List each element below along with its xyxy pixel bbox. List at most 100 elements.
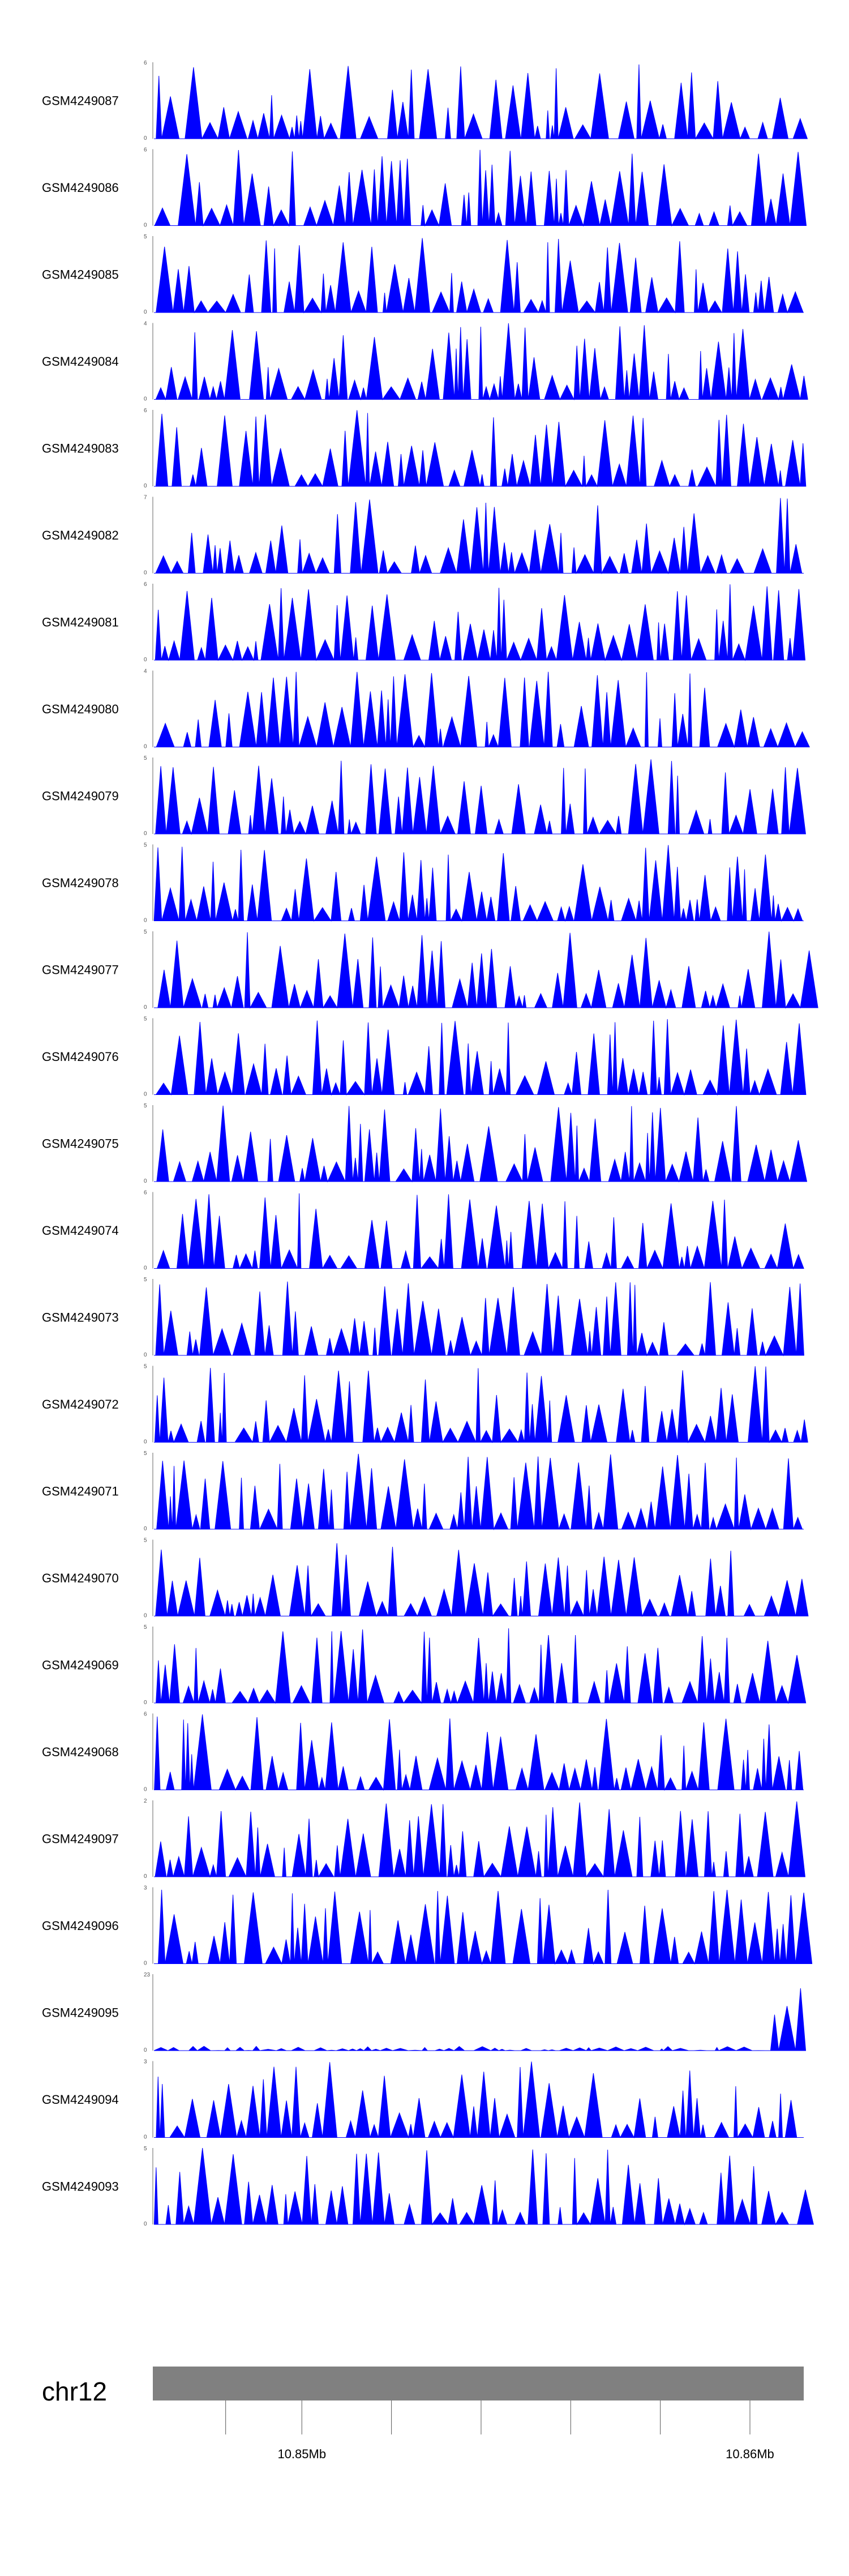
track-GSM4249080: GSM4249080 4 0	[42, 669, 810, 750]
coverage-area	[154, 1281, 804, 1357]
track-GSM4249085: GSM4249085 5 0	[42, 234, 804, 315]
y-tick-max: 5	[144, 1624, 147, 1631]
chromosome-ideogram: chr12 10.85Mb 10.86Mb	[42, 2367, 804, 2461]
track-label: GSM4249078	[42, 876, 119, 890]
y-tick-min: 0	[144, 1439, 147, 1445]
track-GSM4249072: GSM4249072 5 0	[42, 1364, 808, 1445]
y-tick-max: 5	[144, 842, 147, 849]
track-GSM4249074: GSM4249074 6 0	[42, 1190, 804, 1272]
y-tick-min: 0	[144, 2047, 147, 2053]
y-tick-max: 4	[144, 321, 147, 327]
track-label: GSM4249096	[42, 1919, 119, 1933]
coverage-area	[154, 1105, 808, 1183]
y-tick-max: 5	[144, 929, 147, 935]
y-tick-max: 6	[144, 408, 147, 414]
y-tick-min: 0	[144, 1787, 147, 1793]
y-tick-min: 0	[144, 918, 147, 924]
y-tick-min: 0	[144, 1700, 147, 1706]
track-GSM4249084: GSM4249084 4 0	[42, 321, 808, 403]
track-label: GSM4249086	[42, 181, 119, 195]
track-GSM4249081: GSM4249081 6 0	[42, 581, 806, 663]
track-label: GSM4249075	[42, 1137, 119, 1151]
y-tick-max: 5	[144, 234, 147, 240]
y-tick-min: 0	[144, 309, 147, 315]
y-tick-max: 6	[144, 60, 147, 66]
y-tick-max: 7	[144, 495, 147, 501]
track-GSM4249094: GSM4249094 3 0	[42, 2059, 804, 2141]
coverage-area	[154, 1889, 813, 1965]
y-tick-max: 5	[144, 1364, 147, 1370]
track-label: GSM4249087	[42, 94, 119, 108]
track-GSM4249076: GSM4249076 5 0	[42, 1016, 807, 1098]
y-tick-max: 5	[144, 1277, 147, 1283]
y-tick-min: 0	[144, 2134, 147, 2141]
track-label: GSM4249076	[42, 1050, 119, 1064]
y-tick-max: 5	[144, 1450, 147, 1457]
track-GSM4249077: GSM4249077 5 0	[42, 929, 818, 1011]
coverage-area	[153, 2147, 814, 2226]
y-tick-min: 0	[144, 1265, 147, 1272]
track-label: GSM4249071	[42, 1484, 119, 1499]
position-tick-label: 10.86Mb	[726, 2447, 774, 2461]
y-tick-max: 6	[144, 581, 147, 588]
coverage-area	[154, 410, 807, 487]
y-tick-max: 6	[144, 1711, 147, 1718]
y-tick-max: 5	[144, 1538, 147, 1544]
y-tick-max: 5	[144, 1016, 147, 1022]
coverage-area	[153, 1988, 807, 2051]
track-GSM4249071: GSM4249071 5 0	[42, 1450, 804, 1532]
y-tick-min: 0	[144, 396, 147, 403]
y-tick-min: 0	[144, 1961, 147, 1967]
track-GSM4249079: GSM4249079 5 0	[42, 755, 806, 837]
y-tick-min: 0	[144, 831, 147, 837]
track-GSM4249082: GSM4249082 7 0	[42, 495, 804, 576]
track-GSM4249097: GSM4249097 2 0	[42, 1798, 805, 1880]
coverage-area	[154, 1714, 804, 1791]
y-tick-max: 23	[144, 1972, 151, 1978]
y-tick-min: 0	[144, 2221, 147, 2227]
y-tick-min: 0	[144, 1092, 147, 1098]
track-label: GSM4249097	[42, 1832, 119, 1846]
track-label: GSM4249083	[42, 442, 119, 456]
chromosome-band	[153, 2367, 804, 2400]
chromosome-label: chr12	[42, 2377, 107, 2406]
coverage-area	[154, 1628, 807, 1704]
coverage-area	[154, 1193, 804, 1270]
y-tick-min: 0	[144, 1178, 147, 1184]
y-tick-min: 0	[144, 1613, 147, 1619]
coverage-area	[154, 1453, 804, 1530]
track-label: GSM4249077	[42, 963, 119, 977]
y-tick-min: 0	[144, 570, 147, 576]
coverage-area	[154, 759, 806, 835]
track-GSM4249068: GSM4249068 6 0	[42, 1711, 804, 1793]
coverage-area	[153, 845, 804, 922]
track-label: GSM4249074	[42, 1223, 119, 1238]
track-label: GSM4249085	[42, 268, 119, 282]
coverage-area	[154, 1801, 805, 1878]
y-tick-min: 0	[144, 744, 147, 750]
track-GSM4249086: GSM4249086 6 0	[42, 147, 807, 229]
track-label: GSM4249079	[42, 789, 119, 803]
track-GSM4249070: GSM4249070 5 0	[42, 1538, 809, 1619]
track-GSM4249087: GSM4249087 6 0	[42, 60, 808, 142]
track-GSM4249095: GSM4249095 23 0	[42, 1972, 807, 2053]
y-tick-max: 4	[144, 669, 147, 675]
y-tick-min: 0	[144, 135, 147, 142]
coverage-area	[154, 1366, 808, 1444]
coverage-area	[154, 238, 804, 314]
y-tick-max: 3	[144, 1885, 147, 1892]
track-label: GSM4249093	[42, 2180, 119, 2194]
track-GSM4249075: GSM4249075 5 0	[42, 1103, 808, 1184]
track-GSM4249069: GSM4249069 5 0	[42, 1624, 807, 1706]
track-label: GSM4249072	[42, 1397, 119, 1411]
y-tick-max: 5	[144, 2146, 147, 2152]
coverage-tracks: GSM424908760GSM424908660GSM424908550GSM4…	[42, 60, 818, 2227]
track-label: GSM4249081	[42, 615, 119, 630]
position-tick-label: 10.85Mb	[277, 2447, 326, 2461]
y-tick-min: 0	[144, 1873, 147, 1880]
y-tick-min: 0	[144, 222, 147, 229]
y-tick-max: 3	[144, 2059, 147, 2065]
track-GSM4249093: GSM4249093 5 0	[42, 2146, 814, 2227]
coverage-area	[154, 584, 806, 661]
